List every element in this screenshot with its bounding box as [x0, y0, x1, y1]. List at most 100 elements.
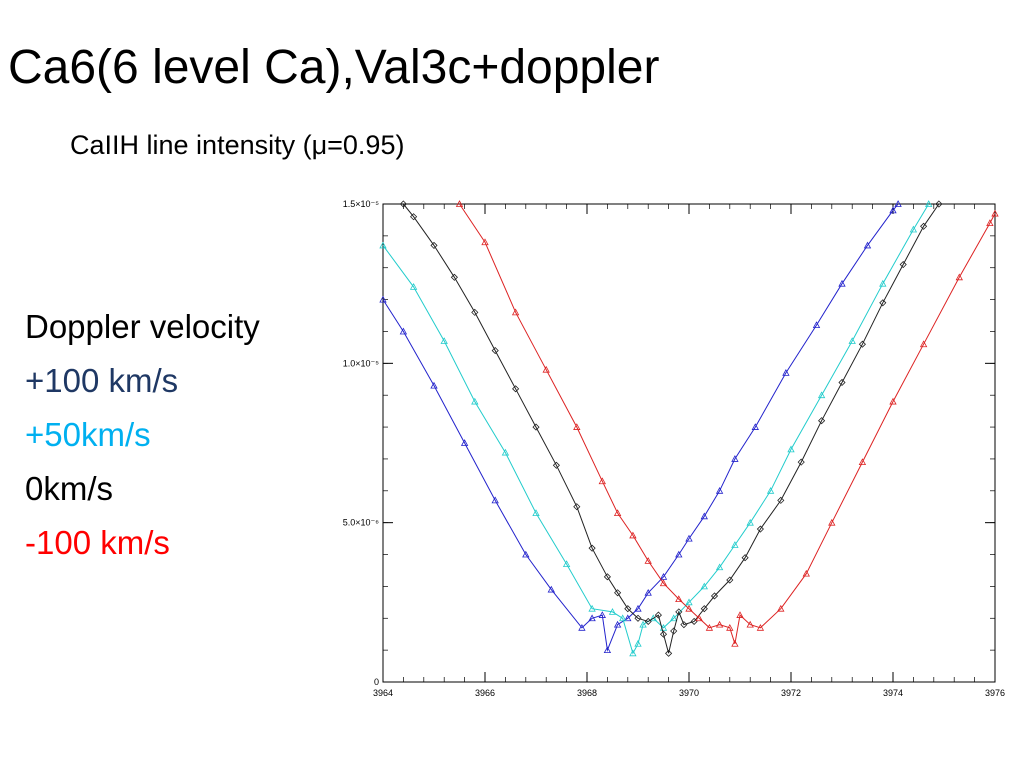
data-point [588, 604, 596, 612]
data-point [639, 620, 647, 628]
series-line-2 [403, 203, 940, 654]
data-point [715, 620, 724, 628]
data-point [588, 544, 596, 552]
data-point [935, 200, 943, 208]
data-point [588, 614, 596, 622]
data-point [614, 589, 622, 597]
data-point [812, 321, 821, 328]
data-point [705, 623, 714, 631]
data-point [695, 614, 703, 622]
data-point [726, 576, 734, 584]
series-line-0 [382, 203, 899, 653]
data-point [644, 588, 652, 596]
data-point [726, 623, 734, 631]
series-line-3 [459, 203, 996, 644]
data-point [603, 646, 612, 654]
data-point [731, 639, 739, 647]
data-point [659, 573, 668, 580]
data-point [511, 308, 520, 316]
data-point [644, 617, 652, 626]
legend-entry-plus50: +50km/s [25, 416, 151, 453]
data-point [685, 534, 693, 542]
data-point [532, 423, 540, 431]
axes-layer: 3964 3966 3968 3970 3972 3974 3976 0 5.0×10⁻⁶ 1.0… [343, 199, 1005, 698]
data-point [654, 611, 662, 619]
legend-entry-zero: 0km/s [25, 470, 114, 507]
data-point [409, 283, 418, 290]
data-point [909, 225, 918, 233]
data-point [603, 573, 611, 581]
data-point [889, 397, 897, 405]
data-point [573, 503, 581, 511]
plot-frame [382, 203, 996, 683]
data-point [756, 623, 765, 631]
data-point [817, 391, 826, 399]
data-point [797, 458, 805, 466]
x-tick-label: 3972 [781, 688, 801, 698]
data-point [629, 531, 637, 539]
data-point [889, 206, 897, 214]
data-point [501, 448, 510, 456]
data-point [741, 554, 749, 562]
data-point [634, 614, 642, 622]
y-tick-label: 0 [374, 677, 379, 687]
data-point [715, 486, 724, 494]
data-point [955, 273, 963, 281]
legend-entry-minus100: -100 km/s [25, 524, 170, 561]
data-point [608, 608, 617, 615]
data-point [675, 550, 683, 558]
data-point [675, 608, 683, 616]
data-point [675, 595, 683, 603]
data-point [802, 569, 810, 577]
data-point [710, 592, 719, 600]
data-point [450, 273, 458, 281]
data-point [848, 337, 856, 344]
legend-entry-plus100: +100 km/s [25, 362, 179, 399]
data-point [828, 518, 836, 526]
data-point [562, 560, 571, 567]
data-point [430, 381, 438, 389]
slide-title: Ca6(6 level Ca),Val3c+doppler [8, 41, 660, 94]
data-point [991, 209, 999, 217]
data-point [858, 340, 866, 348]
data-point [863, 241, 872, 249]
data-point [766, 486, 775, 494]
data-point [894, 200, 902, 207]
data-point [787, 445, 795, 453]
data-point [471, 397, 479, 405]
data-point [512, 385, 520, 393]
data-point [644, 557, 652, 564]
data-point [634, 604, 642, 612]
data-point [879, 279, 887, 287]
data-point [629, 649, 637, 657]
data-point [624, 605, 632, 613]
x-tick-label: 3968 [577, 688, 597, 698]
data-point [532, 509, 540, 517]
data-point [700, 605, 708, 613]
data-point [410, 213, 418, 221]
data-point [700, 512, 708, 520]
slide-subtitle: CaIIH line intensity (μ=0.95) [70, 130, 405, 160]
data-point [481, 238, 489, 246]
data-point [665, 649, 673, 657]
data-point [460, 439, 469, 446]
data-point [736, 611, 744, 618]
data-point [777, 604, 785, 612]
x-tick-label: 3970 [679, 688, 699, 698]
data-point [715, 563, 724, 571]
data-point [756, 525, 764, 533]
data-point [700, 582, 708, 590]
x-tick-label: 3976 [985, 688, 1005, 698]
data-point [838, 378, 846, 387]
legend-heading: Doppler velocity [25, 308, 260, 345]
x-tick-label: 3964 [373, 688, 393, 698]
y-tick-label: 5.0×10⁻⁶ [343, 518, 380, 528]
data-point [613, 620, 622, 628]
data-point [491, 347, 499, 355]
data-point [986, 219, 994, 227]
data-point [925, 200, 933, 207]
data-point [649, 614, 657, 622]
velocity-legend: Doppler velocity +100 km/s +50km/s 0km/s… [25, 300, 260, 570]
data-point [634, 639, 642, 647]
data-point [818, 417, 826, 425]
